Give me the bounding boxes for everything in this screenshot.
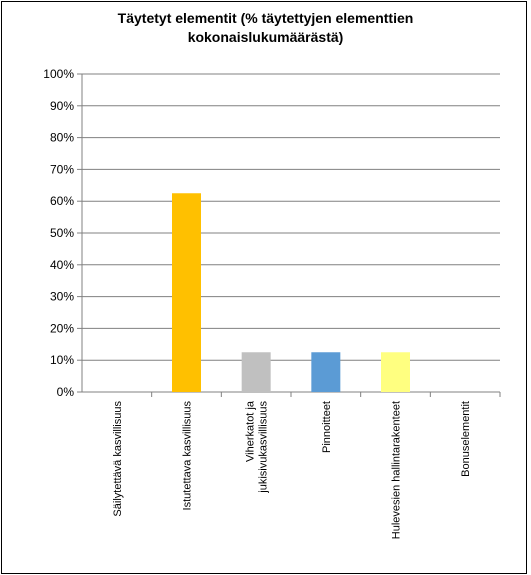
x-category-label: Säilytettävä kasvillisuus	[112, 401, 124, 517]
y-tick-label: 90%	[50, 99, 74, 113]
x-category-label: Pinnoitteet	[321, 401, 333, 453]
y-tick-label: 30%	[50, 290, 74, 304]
y-tick-label: 80%	[50, 131, 74, 145]
bar	[241, 352, 271, 392]
x-category-label: Bonuselementit	[460, 401, 472, 477]
chart-title: Täytetyt elementit (% täytettyjen elemen…	[60, 9, 471, 47]
y-tick-label: 10%	[50, 353, 74, 367]
y-tick-label: 40%	[50, 258, 74, 272]
bar	[311, 352, 341, 392]
y-tick-label: 0%	[57, 385, 75, 399]
x-category-label: jukisivukasvillisuus	[258, 401, 270, 494]
x-category-label: Viherkatot ja	[245, 400, 257, 462]
y-tick-label: 20%	[50, 321, 74, 335]
bar	[172, 193, 201, 392]
y-tick-label: 60%	[50, 194, 74, 208]
bar	[381, 352, 410, 392]
chart-title-line-2: kokonaislukumäärästä)	[187, 29, 344, 45]
x-category-label: Hulevesien hallintarakenteet	[391, 401, 403, 539]
x-category-label: Istutettava kasvillisuus	[182, 401, 194, 511]
y-tick-label: 50%	[50, 226, 74, 240]
y-tick-label: 100%	[43, 67, 74, 81]
chart-title-line-1: Täytetyt elementit (% täytettyjen elemen…	[117, 10, 414, 26]
y-tick-label: 70%	[50, 162, 74, 176]
